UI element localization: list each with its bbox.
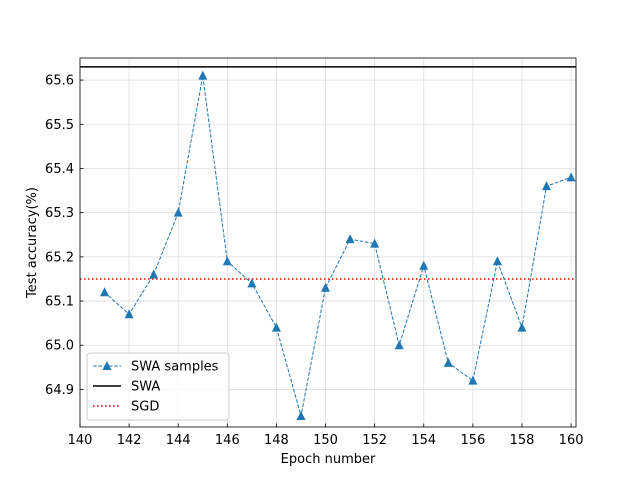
x-tick-label: 154 <box>411 433 436 448</box>
y-axis-ticks: 64.9 65.0 65.1 65.2 65.3 65.4 65.5 65.6 <box>45 74 84 398</box>
y-tick-label: 65.4 <box>45 162 74 177</box>
x-tick-label: 148 <box>264 433 289 448</box>
swa-sample-point <box>370 238 380 248</box>
swa-sample-point <box>321 282 331 292</box>
x-tick-label: 152 <box>362 433 387 448</box>
swa-sample-point <box>149 269 159 279</box>
x-tick-label: 142 <box>117 433 142 448</box>
swa-sample-point <box>173 207 183 217</box>
x-tick-label: 158 <box>510 433 535 448</box>
y-tick-label: 65.0 <box>45 339 74 354</box>
x-tick-label: 146 <box>215 433 240 448</box>
x-tick-label: 140 <box>68 433 93 448</box>
y-tick-label: 65.2 <box>45 250 74 265</box>
swa-sample-point <box>222 256 232 266</box>
swa-sample-point <box>198 70 208 80</box>
legend-sgd-label: SGD <box>131 400 159 415</box>
legend-swa-samples-marker <box>102 361 112 370</box>
swa-sample-point <box>394 340 404 350</box>
plot-frame <box>79 57 577 428</box>
legend-swa-label: SWA <box>131 380 160 395</box>
y-tick-label: 65.6 <box>45 74 74 89</box>
swa-sample-point <box>296 410 306 420</box>
legend-box <box>86 352 230 421</box>
swa-sample-point <box>468 375 478 385</box>
swa-sample-point <box>566 172 576 182</box>
series-swa-samples <box>100 70 576 420</box>
y-tick-label: 65.5 <box>45 118 74 133</box>
x-tick-label: 144 <box>166 433 191 448</box>
y-axis-label: Test accuracy(%) <box>25 187 40 299</box>
swa-sample-point <box>443 357 453 367</box>
swa-sample-point <box>492 256 502 266</box>
swa-sample-point <box>542 181 552 191</box>
y-tick-label: 64.9 <box>45 383 74 398</box>
x-tick-label: 150 <box>313 433 338 448</box>
swa-sample-point <box>124 309 134 319</box>
swa-sample-point <box>345 234 355 244</box>
x-tick-label: 156 <box>460 433 485 448</box>
x-axis-label: Epoch number <box>281 452 376 467</box>
legend-swa-samples-label: SWA samples <box>131 360 219 375</box>
swa-sample-point <box>419 260 429 270</box>
swa-samples-line <box>104 75 572 417</box>
reference-lines <box>80 66 576 280</box>
y-tick-label: 65.3 <box>45 206 74 221</box>
swa-sample-point <box>100 287 110 297</box>
legend: SWA samples SWA SGD <box>86 352 230 421</box>
swa-sample-point <box>247 278 257 288</box>
swa-sample-point <box>271 322 281 332</box>
x-tick-label: 160 <box>559 433 584 448</box>
y-tick-label: 65.1 <box>45 295 74 310</box>
swa-sample-point <box>517 322 527 332</box>
x-axis-ticks: 140 142 144 146 148 150 152 154 156 158 160 <box>68 423 584 448</box>
